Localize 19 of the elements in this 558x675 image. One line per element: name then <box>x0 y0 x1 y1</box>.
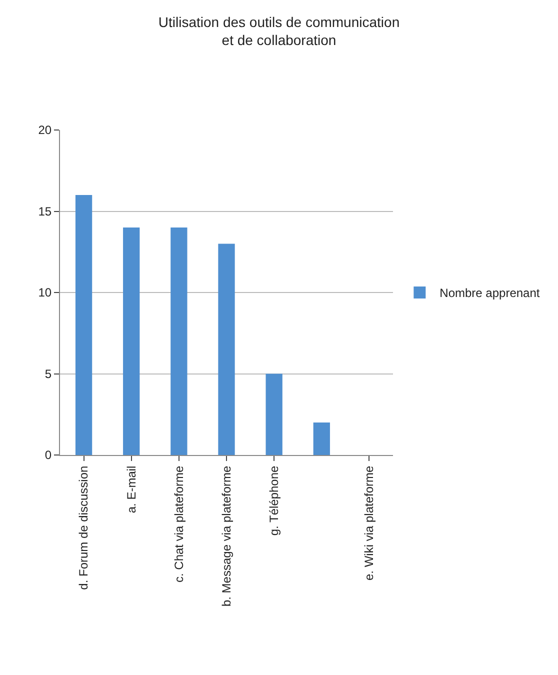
y-tick-label: 15 <box>38 204 52 218</box>
x-tick-label: g. Téléphone <box>266 465 281 536</box>
x-tick-label: b. Message via plateforme <box>219 465 234 607</box>
x-tick-label: a. E-mail <box>124 466 138 514</box>
bar <box>313 422 330 455</box>
x-tick-label: e. Wiki via plateforme <box>362 465 376 581</box>
bar <box>75 195 92 455</box>
bar <box>266 374 282 455</box>
bar <box>170 228 188 455</box>
bar <box>218 244 235 455</box>
x-tick-label: c. Chat via plateforme <box>172 465 186 583</box>
y-tick-label: 0 <box>44 448 52 462</box>
y-tick-label: 5 <box>44 366 52 381</box>
legend-label: Nombre apprenant <box>440 286 540 300</box>
chart-title: Utilisation des outils de communication et de collaboration <box>158 14 400 48</box>
y-tick-label: 20 <box>38 123 52 138</box>
bar <box>123 228 140 455</box>
x-tick-label: d. Forum de discussion <box>76 466 91 590</box>
y-tick-label: 10 <box>38 286 52 300</box>
